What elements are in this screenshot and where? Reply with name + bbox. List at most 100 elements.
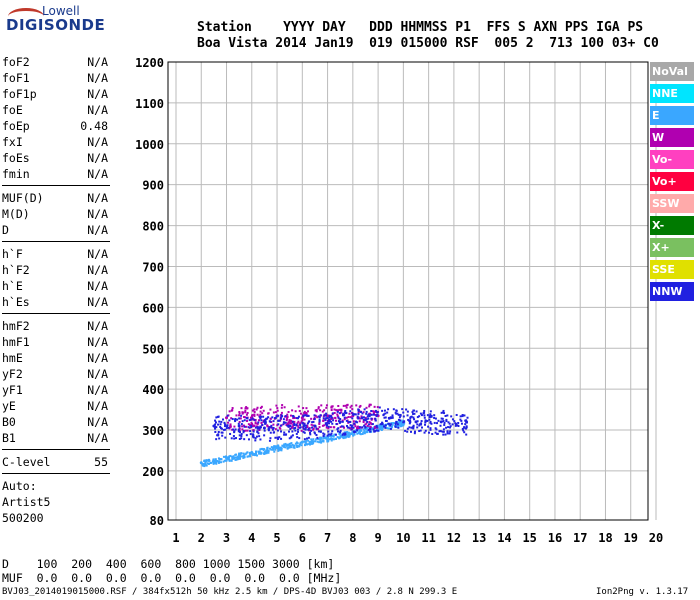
- echo-point: [320, 404, 323, 407]
- echo-point: [383, 409, 386, 412]
- param-value: N/A: [87, 383, 108, 397]
- echo-point: [347, 416, 350, 419]
- echo-point: [223, 421, 226, 424]
- echo-point: [237, 430, 240, 433]
- echo-point: [348, 433, 351, 436]
- echo-point: [457, 424, 460, 427]
- echo-point: [231, 409, 234, 412]
- echo-point: [287, 446, 290, 449]
- echo-point: [321, 424, 324, 427]
- echo-point: [227, 421, 230, 424]
- echo-point: [250, 426, 253, 429]
- echo-point: [262, 409, 265, 412]
- param-row: fxI N/A: [2, 134, 110, 150]
- echo-point: [260, 421, 263, 424]
- echo-point: [255, 435, 258, 438]
- echo-point: [355, 404, 358, 407]
- echo-point: [356, 432, 359, 435]
- echo-point: [288, 442, 291, 445]
- echo-point: [352, 420, 355, 423]
- echo-point: [384, 412, 387, 415]
- echo-point: [461, 427, 464, 430]
- y-tick-label: 900: [142, 179, 164, 193]
- echo-point: [302, 424, 305, 427]
- echo-point: [373, 405, 376, 408]
- echo-point: [257, 432, 260, 435]
- echo-point: [253, 413, 256, 416]
- legend-item: NNE: [650, 84, 694, 103]
- echo-point: [402, 424, 405, 427]
- echo-point: [441, 430, 444, 433]
- echo-point: [395, 409, 398, 412]
- echo-point: [445, 426, 448, 429]
- echo-point: [400, 423, 403, 426]
- echo-point: [303, 438, 306, 441]
- echo-point: [344, 432, 347, 435]
- echo-point: [362, 418, 365, 421]
- echo-point: [284, 415, 287, 418]
- echo-point: [322, 417, 325, 420]
- echo-point: [222, 460, 225, 463]
- echo-point: [357, 417, 360, 420]
- echo-point: [430, 415, 433, 418]
- echo-point: [205, 464, 208, 467]
- echo-point: [339, 429, 342, 432]
- echo-point: [369, 426, 372, 429]
- echo-point: [343, 426, 346, 429]
- echo-point: [284, 421, 287, 424]
- legend-item: X-: [650, 216, 694, 235]
- echo-point: [317, 407, 320, 410]
- echo-point: [304, 443, 307, 446]
- echo-point: [238, 456, 241, 459]
- param-value: N/A: [87, 319, 108, 333]
- echo-point: [335, 419, 338, 422]
- echo-point: [332, 419, 335, 422]
- echo-point: [253, 414, 256, 417]
- echo-point: [343, 418, 346, 421]
- echo-point: [318, 441, 321, 444]
- echo-point: [252, 429, 255, 432]
- echo-point: [259, 416, 262, 419]
- echo-point: [277, 446, 280, 449]
- echo-point: [345, 424, 348, 427]
- digisonde-logo: Lowell DIGISONDE: [2, 2, 112, 42]
- echo-point: [435, 428, 438, 431]
- echo-point: [238, 411, 241, 414]
- echo-point: [239, 455, 242, 458]
- echo-point: [365, 431, 368, 434]
- echo-point: [242, 411, 245, 414]
- echo-point: [444, 433, 447, 436]
- echo-point: [289, 414, 292, 417]
- param-key: yE: [2, 399, 16, 413]
- echo-point: [330, 420, 333, 423]
- echo-point: [267, 429, 270, 432]
- echo-point: [273, 450, 276, 453]
- echo-point: [284, 433, 287, 436]
- echo-point: [319, 430, 322, 433]
- param-row: foEs N/A: [2, 150, 110, 166]
- echo-point: [277, 414, 280, 417]
- param-value: N/A: [87, 415, 108, 429]
- echo-point: [379, 426, 382, 429]
- echo-point: [258, 427, 261, 430]
- echo-point: [227, 458, 230, 461]
- echo-point: [302, 415, 305, 418]
- echo-point: [319, 409, 322, 412]
- echo-point: [462, 429, 465, 432]
- echo-point: [238, 427, 241, 430]
- echo-point: [242, 424, 245, 427]
- echo-point: [424, 429, 427, 432]
- echo-point: [363, 432, 366, 435]
- echo-point: [433, 416, 436, 419]
- echo-point: [323, 409, 326, 412]
- trace-point: [225, 416, 229, 420]
- echo-point: [327, 433, 330, 436]
- trace-point: [389, 416, 393, 420]
- echo-point: [334, 437, 337, 440]
- echo-point: [224, 425, 227, 428]
- legend-item: Vo-: [650, 150, 694, 169]
- echo-point: [288, 446, 291, 449]
- echo-point: [406, 430, 409, 433]
- footer-version: Ion2Png v. 1.3.17: [596, 587, 689, 597]
- echo-point: [297, 426, 300, 429]
